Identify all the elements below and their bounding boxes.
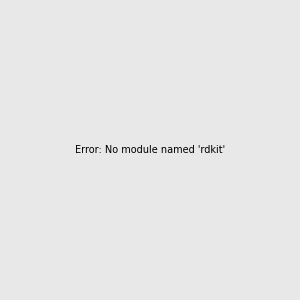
- Text: Error: No module named 'rdkit': Error: No module named 'rdkit': [75, 145, 225, 155]
